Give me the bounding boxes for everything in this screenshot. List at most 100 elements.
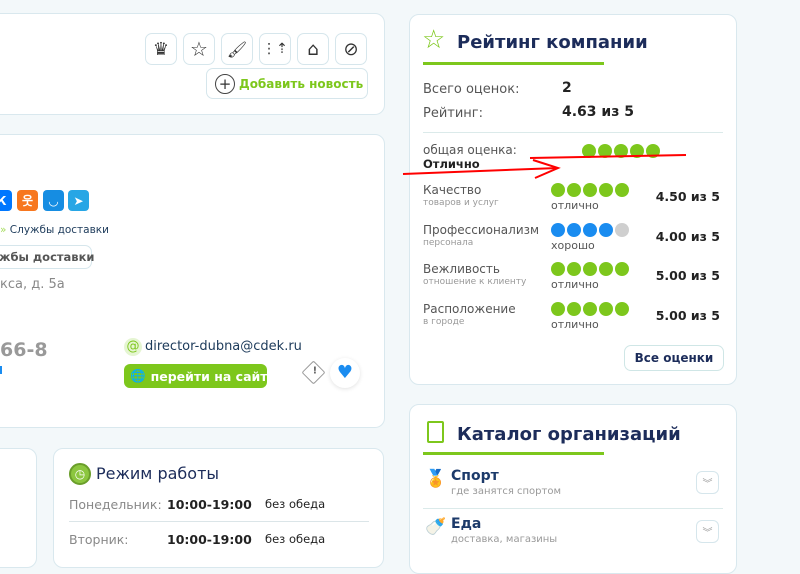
rating-dot — [615, 301, 629, 316]
rating-dot — [582, 144, 596, 158]
crown-button[interactable]: ♛ — [145, 33, 177, 65]
rating-row-value: 5.00 из 5 — [655, 268, 720, 283]
at-icon: @ — [124, 338, 142, 356]
category-tag[interactable]: жбы доставки — [0, 245, 94, 269]
structure-button[interactable]: ⋮⇡ — [259, 33, 291, 65]
side-card — [0, 448, 37, 568]
overall-label: общая оценка: — [423, 143, 517, 157]
block-icon: ⊘ — [343, 38, 359, 60]
schedule-time: 10:00-19:00 — [167, 532, 252, 547]
schedule-day: Понедельник: — [69, 497, 162, 512]
rating-row-dots — [551, 183, 629, 197]
rating-dot — [551, 183, 565, 197]
add-news-button[interactable]: + Добавить новость — [206, 68, 368, 99]
rating-row-value: 4.50 из 5 — [655, 189, 720, 204]
all-ratings-button[interactable]: Все оценки — [624, 345, 724, 371]
rating-dot — [567, 183, 581, 197]
rating-row-word: отлично — [551, 278, 599, 291]
rating-dot — [583, 301, 597, 316]
rating-dot — [583, 262, 597, 276]
address: кса, д. 5а — [0, 277, 65, 292]
block-button[interactable]: ⊘ — [335, 33, 367, 65]
mailru-button[interactable]: ◡ — [43, 190, 64, 211]
divider — [423, 508, 723, 509]
rating-value: 4.63 из 5 — [562, 104, 634, 120]
total-label: Всего оценок: — [423, 82, 520, 97]
rating-dot — [551, 262, 565, 276]
rating-dot — [630, 144, 644, 158]
red-arrow-shaft — [402, 167, 559, 175]
rating-row-dots — [551, 301, 629, 316]
like-button[interactable]: ♥ — [330, 358, 360, 388]
rating-dot — [583, 183, 597, 197]
rating-row-sub: товаров и услуг — [423, 198, 499, 208]
telegram-button[interactable]: ➤ — [68, 190, 89, 211]
rating-dot — [615, 183, 629, 197]
rating-dot — [646, 144, 660, 158]
catalog-title: Каталог организаций — [457, 424, 681, 445]
rating-dot — [614, 144, 628, 158]
catalog-item-sport[interactable]: Спорт — [451, 468, 499, 484]
paint-button[interactable]: 🖌 — [221, 33, 253, 65]
rating-row-dots — [551, 262, 629, 276]
rating-dot — [599, 301, 613, 316]
rating-row-sub: в городе — [423, 316, 465, 327]
title-underline — [423, 62, 604, 65]
star-outline-icon: ☆ — [422, 25, 446, 55]
email-link[interactable]: director-dubna@cdek.ru — [145, 339, 302, 354]
schedule-day: Вторник: — [69, 532, 129, 547]
schedule-note: без обеда — [265, 497, 326, 511]
paint-roller-icon: 🖌 — [226, 39, 248, 59]
rating-row-value: 5.00 из 5 — [655, 307, 720, 323]
schedule-note: без обеда — [265, 532, 326, 546]
catalog-item-food[interactable]: Еда — [451, 516, 482, 532]
rating-dot — [615, 222, 629, 237]
catalog-item-sub: доставка, магазины — [451, 534, 558, 545]
phone-number[interactable]: 66-8 — [0, 339, 48, 361]
chevron-down-icon: ︾ — [702, 528, 713, 539]
chevron-down-icon: ︾ — [702, 479, 713, 490]
plus-circle-icon: + — [215, 73, 235, 94]
red-arrow-head — [532, 159, 561, 179]
odnoklassniki-button[interactable]: 웃 — [17, 190, 38, 211]
catalog-item-sub: где занятся спортом — [451, 486, 562, 497]
rating-title: Рейтинг компании — [457, 32, 648, 53]
rating-dot — [599, 183, 613, 197]
title-underline — [423, 452, 604, 455]
rating-row-word: хорошо — [551, 238, 595, 252]
crown-icon: ♛ — [152, 38, 170, 60]
rating-dot — [615, 262, 629, 276]
notebook-icon — [427, 421, 444, 443]
rating-row-word: отлично — [551, 317, 599, 331]
vk-button[interactable]: К — [0, 190, 12, 211]
rating-dot — [599, 262, 613, 276]
rating-card: ☆ Рейтинг компании Всего оценок: 2 Рейти… — [409, 14, 737, 385]
star-icon: ☆ — [190, 37, 208, 61]
overall-dots — [582, 144, 660, 158]
medal-icon: 🏅 — [425, 469, 447, 489]
rating-dot — [598, 144, 612, 158]
chevrons-right-icon: » — [0, 224, 7, 236]
rating-row-value: 4.00 из 5 — [655, 228, 720, 244]
expand-food-button[interactable]: ︾ — [696, 520, 719, 543]
rating-dot — [599, 222, 613, 237]
home-icon: ⌂ — [307, 38, 319, 60]
rating-dot — [567, 222, 581, 237]
overall-value: Отлично — [423, 157, 480, 171]
phone-link[interactable] — [0, 366, 2, 374]
rating-dot — [551, 301, 565, 316]
rating-row-label: Профессионализм — [423, 222, 540, 237]
category-link[interactable]: » Службы доставки — [0, 224, 109, 236]
favorite-button[interactable]: ☆ — [183, 33, 215, 65]
website-button[interactable]: 🌐 перейти на сайт — [124, 364, 268, 388]
home-button[interactable]: ⌂ — [297, 33, 329, 65]
heart-icon: ♥ — [336, 362, 354, 383]
divider — [69, 521, 369, 522]
rating-dot — [583, 222, 597, 237]
globe-icon: 🌐 — [130, 368, 146, 383]
total-value: 2 — [562, 80, 572, 96]
expand-sport-button[interactable]: ︾ — [696, 471, 719, 494]
divider — [423, 132, 723, 133]
catalog-card: Каталог организаций 🏅 Спорт где занятся … — [409, 404, 737, 574]
rating-label: Рейтинг: — [423, 106, 484, 121]
